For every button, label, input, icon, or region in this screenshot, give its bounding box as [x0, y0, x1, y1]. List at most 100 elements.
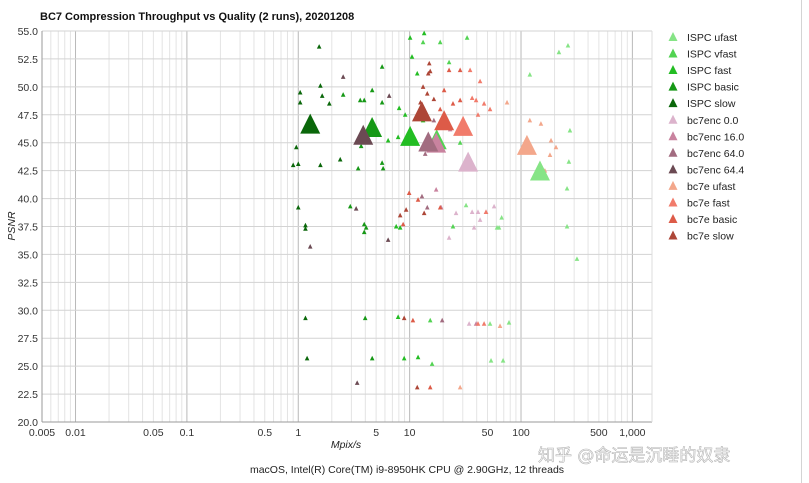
- x-tick-label: 0.5: [257, 427, 272, 439]
- data-point-ispc-slow: [303, 226, 308, 231]
- legend-item-bc7e-fast: bc7e fast: [668, 197, 730, 210]
- data-point-ispc-ufast: [566, 159, 572, 164]
- y-tick-label: 20.0: [18, 417, 39, 429]
- legend-marker-bc7e-slow: [668, 230, 678, 240]
- data-point-ispc-slow: [304, 355, 310, 361]
- data-point-ispc-slow: [290, 162, 296, 168]
- x-tick-label: 1: [295, 427, 301, 439]
- data-point-ispc-vfast: [427, 317, 433, 323]
- data-point-bc7e-fast: [481, 321, 487, 326]
- y-axis-label: PSNR: [6, 211, 18, 241]
- data-point-bc7e-slow: [403, 207, 409, 212]
- data-point-ispc-ufast: [496, 225, 502, 230]
- data-point-ispc-ufast: [487, 321, 493, 326]
- grid: [41, 30, 652, 423]
- data-point-ispc-vfast: [437, 39, 443, 45]
- data-points: [290, 30, 580, 390]
- legend-label-ispc-basic: ISPC basic: [687, 82, 739, 94]
- data-point-ispc-basic: [363, 225, 369, 230]
- y-tick-label: 32.5: [18, 277, 39, 289]
- data-point-bc7e-ufast: [504, 99, 510, 105]
- data-point-ispc-ufast: [574, 256, 580, 261]
- data-point-bc7enc-0-0: [446, 235, 452, 240]
- data-point-ispc-ufast: [565, 42, 571, 48]
- data-point-bc7e-basic: [457, 67, 463, 73]
- large-marker-ispc-fast: [400, 125, 421, 146]
- y-tick-label: 35.0: [18, 249, 39, 261]
- data-point-bc7e-slow: [401, 315, 407, 321]
- legend-item-bc7e-ufast: bc7e ufast: [668, 180, 736, 193]
- legend-label-bc7e-basic: bc7e basic: [687, 214, 737, 226]
- data-point-ispc-basic: [358, 143, 364, 149]
- data-point-ispc-slow: [318, 83, 323, 88]
- data-point-ispc-vfast: [457, 140, 463, 145]
- data-point-bc7e-ufast: [538, 121, 544, 126]
- x-tick-label: 0.1: [180, 427, 195, 439]
- y-tick-label: 22.5: [18, 389, 39, 401]
- y-tick-label: 27.5: [18, 333, 39, 345]
- data-point-ispc-basic: [369, 355, 375, 361]
- data-point-ispc-basic: [379, 99, 385, 105]
- y-tick-label: 45.0: [18, 138, 39, 150]
- data-point-ispc-slow: [297, 99, 303, 105]
- large-marker-bc7e-slow: [411, 101, 432, 122]
- data-point-ispc-ufast: [556, 49, 562, 55]
- data-point-bc7e-slow: [431, 96, 437, 102]
- axes: [41, 31, 653, 423]
- legend-marker-bc7e-basic: [668, 214, 678, 224]
- y-tick-label: 42.5: [18, 166, 39, 178]
- data-point-bc7enc-64-4: [354, 380, 360, 385]
- data-point-ispc-slow: [327, 101, 332, 106]
- legend-marker-ispc-ufast: [668, 31, 678, 41]
- x-tick-label: 0.005: [29, 427, 55, 439]
- legend-marker-bc7e-ufast: [668, 180, 678, 190]
- y-tick-label: 37.5: [18, 222, 39, 234]
- x-tick-label: 50: [482, 427, 494, 439]
- data-point-ispc-vfast: [464, 35, 470, 40]
- data-point-bc7e-basic: [457, 97, 463, 103]
- legend-marker-bc7enc-0-0: [668, 114, 678, 124]
- data-point-bc7e-basic: [400, 221, 406, 227]
- data-point-bc7enc-16-0: [433, 187, 439, 192]
- data-point-bc7enc-64-0: [422, 151, 428, 156]
- legend-item-bc7enc-16-0: bc7enc 16.0: [668, 131, 744, 143]
- x-tick-label: 5: [373, 427, 379, 439]
- legend-label-ispc-slow: ISPC slow: [687, 98, 736, 110]
- legend-marker-ispc-vfast: [668, 48, 678, 58]
- data-point-bc7e-slow: [414, 384, 420, 390]
- legend-label-bc7enc-16-0: bc7enc 16.0: [687, 131, 744, 143]
- data-point-bc7e-basic: [441, 87, 447, 93]
- legend-label-bc7e-fast: bc7e fast: [687, 198, 730, 210]
- data-point-ispc-basic: [357, 97, 363, 103]
- legend-marker-bc7enc-64-4: [668, 164, 678, 174]
- data-point-ispc-slow: [318, 162, 323, 168]
- data-point-ispc-basic: [379, 160, 385, 165]
- data-point-bc7enc-0-0: [477, 217, 483, 222]
- large-markers: [300, 101, 550, 181]
- data-point-ispc-slow: [303, 222, 308, 228]
- large-marker-bc7e-basic: [434, 110, 455, 131]
- data-point-ispc-slow: [337, 156, 343, 162]
- watermark: 知乎 @命运是沉睡的奴隶: [538, 446, 730, 466]
- data-point-bc7e-basic: [437, 106, 443, 112]
- data-point-bc7enc-64-4: [307, 244, 313, 249]
- data-point-bc7e-fast: [477, 78, 483, 84]
- data-point-ispc-ufast: [564, 223, 570, 229]
- data-point-bc7e-fast: [475, 112, 481, 117]
- data-point-ispc-vfast: [420, 39, 426, 45]
- y-tick-label: 30.0: [18, 305, 39, 317]
- data-point-ispc-basic: [361, 97, 367, 103]
- data-point-bc7e-fast: [487, 106, 493, 112]
- legend-label-bc7enc-0-0: bc7enc 0.0: [687, 115, 739, 127]
- data-point-bc7e-fast: [473, 97, 479, 103]
- legend-marker-ispc-basic: [668, 81, 678, 91]
- legend-marker-ispc-slow: [668, 98, 678, 108]
- data-point-bc7enc-64-0: [439, 317, 445, 323]
- data-point-ispc-vfast: [429, 361, 435, 366]
- data-point-ispc-fast: [395, 134, 401, 140]
- data-point-bc7enc-64-0: [419, 193, 425, 199]
- legend-marker-ispc-fast: [668, 65, 678, 75]
- legend-item-ispc-ufast: ISPC ufast: [668, 31, 737, 44]
- data-point-bc7e-slow: [420, 84, 426, 89]
